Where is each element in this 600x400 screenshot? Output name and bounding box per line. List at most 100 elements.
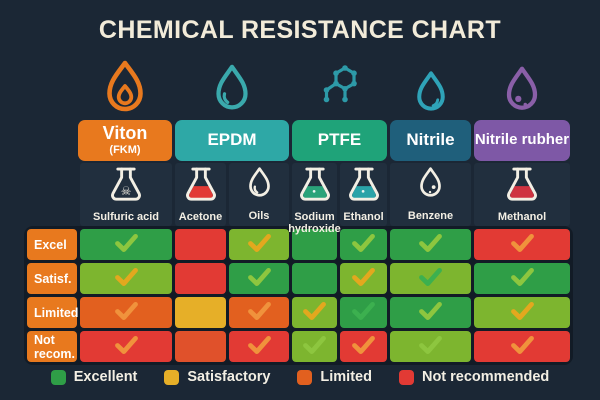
- grid-cell: [229, 331, 289, 362]
- chemical-sodium-hydroxide: Sodium hydroxide: [285, 166, 344, 235]
- grid-cell: [175, 263, 226, 294]
- check-icon: [351, 335, 376, 359]
- legend-item-not-recommended: Not recommended: [398, 369, 550, 385]
- grid-cell: [175, 297, 226, 328]
- legend-label: Excellent: [73, 369, 138, 385]
- row-label-satisf-: Satisf.: [27, 263, 77, 294]
- check-icon: [510, 267, 535, 291]
- chemical-ethanol: Ethanol: [333, 166, 394, 223]
- molecule-icon: [292, 57, 387, 117]
- droplet-outline-icon: [244, 166, 275, 207]
- grid-cell: [292, 331, 337, 362]
- droplet-small-icon: [390, 57, 471, 117]
- chemical-oils: Oils: [222, 166, 296, 222]
- material-header-nitrile-rubher: Nitrile rubher: [474, 120, 570, 161]
- check-icon: [510, 301, 535, 325]
- grid-cell: [292, 229, 337, 260]
- check-icon: [510, 335, 535, 359]
- material-header-ptfe: PTFE: [292, 120, 387, 161]
- check-icon: [302, 335, 327, 359]
- chemical-acetone: Acetone: [168, 166, 233, 223]
- chemical-label: Acetone: [178, 211, 223, 223]
- chemical-label: Ethanol: [343, 211, 384, 223]
- droplet-dots-icon: [474, 57, 570, 117]
- check-icon: [351, 301, 376, 325]
- grid-cell: [474, 297, 570, 328]
- legend-swatch: [297, 369, 313, 385]
- check-icon: [418, 233, 443, 257]
- flask-icon: [181, 166, 221, 208]
- check-icon: [302, 301, 327, 325]
- check-icon: [247, 335, 272, 359]
- material-name: EPDM: [207, 130, 257, 150]
- grid-cell: [340, 229, 387, 260]
- grid-cell: [292, 263, 337, 294]
- legend: Excellent Satisfactory Limited Not recommen…: [0, 369, 600, 385]
- droplet-icon: [175, 57, 289, 117]
- grid-cell: [390, 229, 471, 260]
- grid-cell: [80, 229, 172, 260]
- legend-label: Limited: [320, 369, 372, 385]
- legend-swatch: [50, 369, 66, 385]
- check-icon: [114, 335, 139, 359]
- material-name: PTFE: [317, 130, 362, 150]
- grid-cell: [340, 263, 387, 294]
- grid-cell: [80, 263, 172, 294]
- grid-cell: [229, 297, 289, 328]
- grid-cell: [80, 297, 172, 328]
- row-label-limited: Limited: [27, 297, 78, 328]
- grid-cell: [474, 263, 570, 294]
- check-icon: [114, 301, 139, 325]
- chemical-label: Methanol: [497, 211, 547, 223]
- chemical-methanol: Methanol: [467, 166, 577, 223]
- grid-cell: [340, 331, 387, 362]
- chemical-benzene: Benzene: [383, 166, 478, 222]
- check-icon: [418, 267, 443, 291]
- check-icon: [418, 301, 443, 325]
- row-label-not-recom-: Not recom.: [27, 331, 77, 362]
- grid-cell: [229, 229, 289, 260]
- material-header-epdm: EPDM: [175, 120, 289, 161]
- check-icon: [247, 301, 272, 325]
- check-icon: [351, 267, 376, 291]
- grid-cell: [390, 331, 471, 362]
- legend-label: Satisfactory: [187, 369, 271, 385]
- legend-item-excellent: Excellent: [50, 369, 138, 385]
- page-title: CHEMICAL RESISTANCE CHART: [98, 16, 502, 44]
- legend-label: Not recommended: [421, 369, 550, 385]
- flask-skull-icon: ☠: [106, 166, 146, 208]
- check-icon: [114, 233, 139, 257]
- check-icon: [510, 233, 535, 257]
- check-icon: [247, 233, 272, 257]
- material-name: Viton: [102, 123, 148, 144]
- legend-swatch: [398, 369, 414, 385]
- grid-cell: [175, 331, 226, 362]
- check-icon: [351, 233, 376, 257]
- material-name: Nitrile rubher: [474, 131, 570, 149]
- check-icon: [418, 335, 443, 359]
- flame-droplet-icon: [78, 57, 172, 117]
- legend-item-satisfactory: Satisfactory: [164, 369, 270, 385]
- grid-cell: [175, 229, 226, 260]
- chemical-panel: [80, 163, 172, 226]
- check-icon: [114, 267, 139, 291]
- row-label-excel: Excel: [27, 229, 77, 260]
- grid-cell: [229, 263, 289, 294]
- grid-cell: [80, 331, 172, 362]
- material-header-nitrile: Nitrile: [390, 120, 471, 161]
- material-header-viton: Viton (FKM): [78, 120, 172, 161]
- grid-cell: [390, 263, 471, 294]
- legend-item-limited: Limited: [297, 369, 372, 385]
- flask-icon: [502, 166, 542, 208]
- droplet-dots-outline-icon: [415, 166, 446, 207]
- chemical-sulfuric-acid: ☠ Sulfuric acid: [73, 166, 179, 223]
- grid-cell: [340, 297, 387, 328]
- material-subname: (FKM): [109, 143, 141, 156]
- material-name: Nitrile: [406, 130, 455, 150]
- check-icon: [247, 267, 272, 291]
- grid-cell: [474, 331, 570, 362]
- flask-dot-icon: [344, 166, 384, 208]
- grid-cell: [390, 297, 471, 328]
- grid-cell: [292, 297, 337, 328]
